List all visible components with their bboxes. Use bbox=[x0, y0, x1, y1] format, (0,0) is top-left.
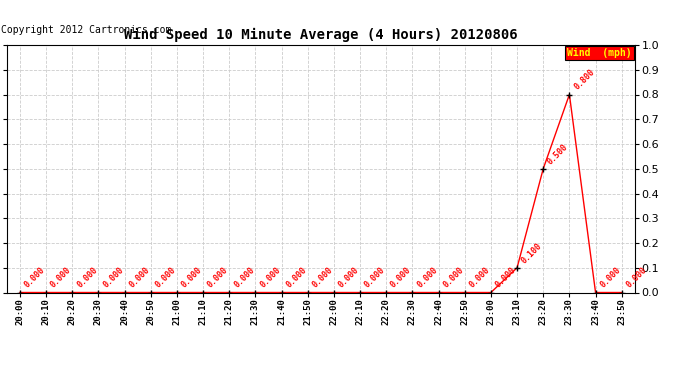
Text: 0.000: 0.000 bbox=[493, 266, 518, 290]
Text: 0.000: 0.000 bbox=[23, 266, 47, 290]
Text: 0.000: 0.000 bbox=[310, 266, 335, 290]
Text: 0.000: 0.000 bbox=[154, 266, 177, 290]
Text: 0.000: 0.000 bbox=[128, 266, 151, 290]
Text: 0.000: 0.000 bbox=[284, 266, 308, 290]
Text: Copyright 2012 Cartronics.com: Copyright 2012 Cartronics.com bbox=[1, 25, 171, 35]
Text: 0.000: 0.000 bbox=[337, 266, 361, 290]
Text: 0.000: 0.000 bbox=[232, 266, 256, 290]
Text: 0.000: 0.000 bbox=[258, 266, 282, 290]
Text: Wind  (mph): Wind (mph) bbox=[567, 48, 632, 58]
Text: 0.000: 0.000 bbox=[624, 266, 649, 290]
Text: 0.000: 0.000 bbox=[101, 266, 126, 290]
Text: 0.500: 0.500 bbox=[546, 142, 570, 166]
Text: 0.000: 0.000 bbox=[49, 266, 73, 290]
Text: 0.000: 0.000 bbox=[442, 266, 465, 290]
Text: 0.000: 0.000 bbox=[363, 266, 387, 290]
Text: 0.000: 0.000 bbox=[206, 266, 230, 290]
Title: Wind Speed 10 Minute Average (4 Hours) 20120806: Wind Speed 10 Minute Average (4 Hours) 2… bbox=[124, 28, 518, 42]
Text: 0.000: 0.000 bbox=[389, 266, 413, 290]
Text: 0.800: 0.800 bbox=[572, 68, 596, 92]
Text: 0.000: 0.000 bbox=[468, 266, 491, 290]
Text: 0.000: 0.000 bbox=[75, 266, 99, 290]
Text: 0.000: 0.000 bbox=[179, 266, 204, 290]
Text: 0.000: 0.000 bbox=[598, 266, 622, 290]
Text: 0.000: 0.000 bbox=[415, 266, 440, 290]
Text: 0.100: 0.100 bbox=[520, 241, 544, 265]
